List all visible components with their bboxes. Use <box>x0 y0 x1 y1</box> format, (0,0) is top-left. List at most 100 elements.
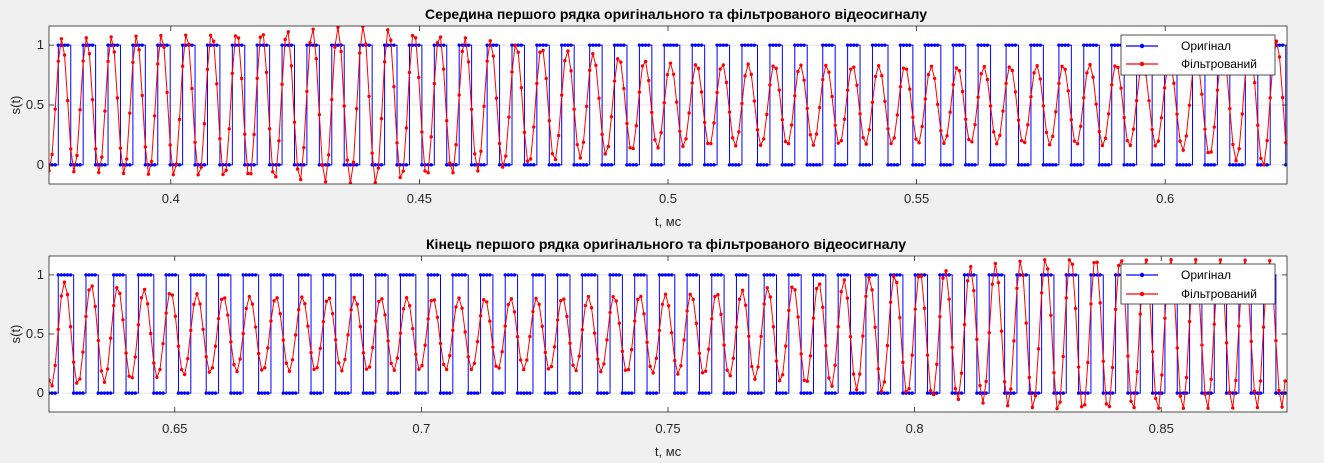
data-point-filtered <box>1209 150 1213 154</box>
data-point-original <box>165 43 169 47</box>
data-point-original <box>578 163 583 167</box>
data-point-original <box>275 273 279 277</box>
data-point-original <box>207 391 211 395</box>
data-point-original <box>1006 391 1010 395</box>
data-point-original <box>466 391 470 395</box>
data-point-filtered <box>392 368 396 372</box>
data-point-original <box>571 391 575 395</box>
data-point-original <box>676 391 680 395</box>
data-point-filtered <box>1033 394 1038 398</box>
data-point-filtered <box>577 354 581 358</box>
data-point-original <box>954 43 959 47</box>
data-point-original <box>267 163 272 167</box>
data-point-filtered <box>1119 86 1123 90</box>
data-point-filtered <box>771 325 776 329</box>
data-point-original <box>429 273 433 277</box>
data-point-original <box>506 273 511 277</box>
data-point-original <box>656 163 660 167</box>
data-point-original <box>75 163 79 167</box>
data-point-original <box>53 163 57 167</box>
data-point-filtered <box>118 291 122 296</box>
data-point-filtered <box>59 37 64 41</box>
data-point-filtered <box>631 146 635 151</box>
data-point-filtered <box>743 303 748 307</box>
legend[interactable]: Оригінал Фільтрований <box>1120 263 1276 305</box>
data-point-filtered <box>684 137 688 141</box>
data-point-original <box>936 43 940 47</box>
data-point-filtered <box>207 370 211 374</box>
data-point-filtered <box>1178 394 1183 398</box>
data-point-original <box>848 391 853 395</box>
data-point-original <box>685 273 689 277</box>
data-point-original <box>127 391 131 395</box>
data-point-filtered <box>187 42 191 47</box>
data-point-filtered <box>90 284 94 288</box>
data-point-filtered <box>121 318 125 322</box>
x-axis-label: t, мс <box>655 444 682 459</box>
data-point-filtered <box>78 377 82 381</box>
data-point-original <box>584 163 589 167</box>
data-point-original <box>771 43 775 47</box>
data-point-original <box>156 43 160 47</box>
data-point-original <box>1203 163 1207 167</box>
data-point-filtered <box>1206 150 1210 155</box>
legend-label-filtered: Фільтрований <box>1181 287 1257 301</box>
data-point-filtered <box>367 94 371 98</box>
data-point-original <box>139 273 144 277</box>
data-point-original <box>1126 391 1130 395</box>
data-point-filtered <box>1128 143 1133 148</box>
data-point-original <box>158 391 162 395</box>
data-point-original <box>1007 43 1011 47</box>
data-point-filtered <box>263 366 267 370</box>
data-point-original <box>743 43 747 47</box>
data-point-original <box>515 391 520 395</box>
data-point-filtered <box>625 121 629 126</box>
data-point-filtered <box>339 49 343 54</box>
data-point-filtered <box>718 67 722 71</box>
data-point-filtered <box>626 367 631 372</box>
data-point-filtered <box>1184 375 1189 380</box>
data-point-filtered <box>213 344 218 348</box>
data-point-original <box>323 163 328 167</box>
data-point-filtered <box>1150 127 1154 132</box>
data-point-filtered <box>1212 322 1216 326</box>
data-point-filtered <box>1203 392 1207 396</box>
data-point-original <box>90 273 94 277</box>
data-point-original <box>876 43 881 47</box>
data-point-original <box>560 43 564 47</box>
legend-label-filtered: Фільтрований <box>1181 57 1257 71</box>
data-point-original <box>407 43 412 47</box>
legend-marker-original <box>1139 43 1145 49</box>
data-point-original <box>176 391 181 395</box>
data-point-filtered <box>201 327 205 331</box>
data-point-filtered <box>346 333 350 337</box>
data-point-filtered <box>678 129 682 134</box>
data-point-filtered <box>670 331 674 335</box>
data-point-filtered <box>699 90 704 94</box>
data-point-original <box>239 43 244 47</box>
data-point-original <box>340 391 344 395</box>
data-point-filtered <box>472 361 477 366</box>
y-tick-label: 0.5 <box>26 326 44 341</box>
data-point-filtered <box>811 143 816 147</box>
data-point-original <box>827 391 831 395</box>
data-point-filtered <box>108 336 113 340</box>
data-point-original <box>404 273 409 277</box>
data-point-original <box>836 163 840 167</box>
data-point-filtered <box>870 288 874 292</box>
data-point-filtered <box>199 165 203 169</box>
data-point-original <box>1089 273 1093 277</box>
data-point-filtered <box>168 143 172 147</box>
data-point-original <box>518 391 523 395</box>
data-point-filtered <box>1051 134 1055 139</box>
data-point-filtered <box>152 114 157 118</box>
legend[interactable]: Оригінал Фільтрований <box>1120 34 1276 76</box>
data-point-original <box>1206 391 1210 395</box>
data-point-filtered <box>401 169 405 173</box>
data-point-original <box>673 391 677 395</box>
data-point-filtered <box>401 307 406 311</box>
data-point-filtered <box>330 97 334 102</box>
data-point-filtered <box>602 362 606 366</box>
data-point-filtered <box>410 33 415 38</box>
data-point-original <box>1116 43 1120 47</box>
